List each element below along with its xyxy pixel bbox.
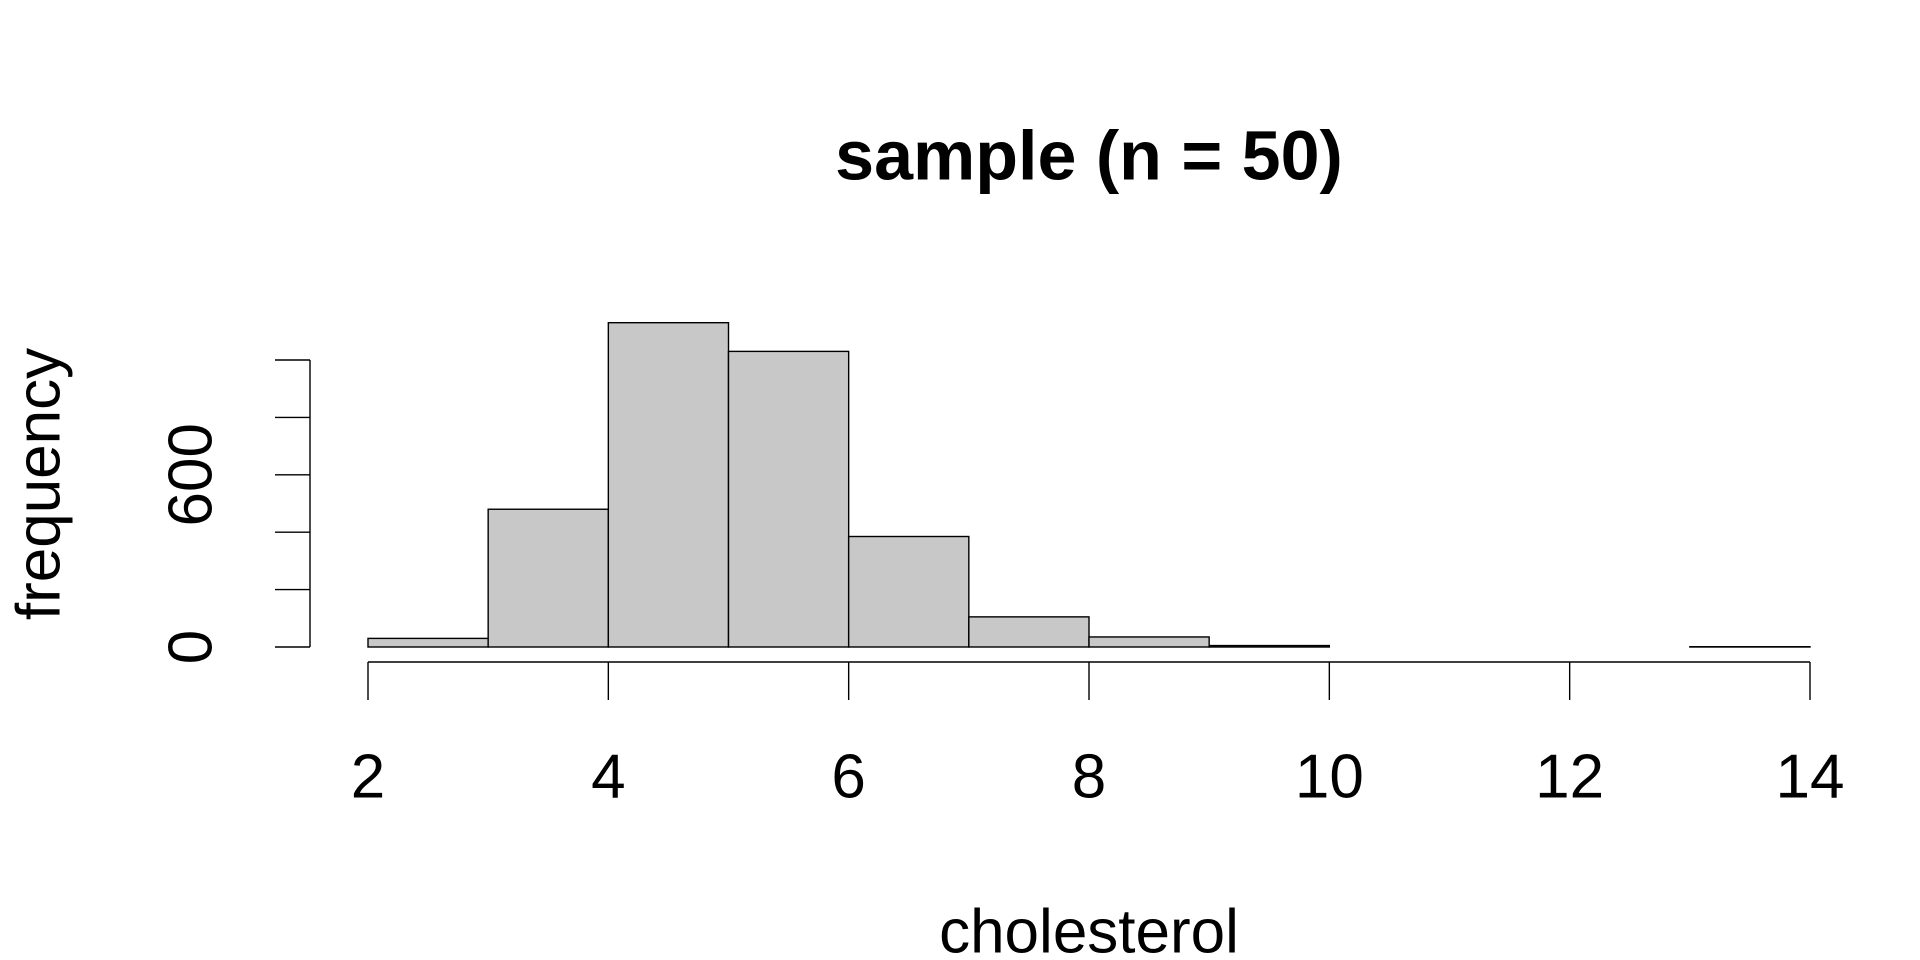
bar xyxy=(607,321,730,648)
bar xyxy=(367,637,489,648)
bar xyxy=(487,508,610,648)
x-tick-label: 8 xyxy=(1072,742,1106,811)
x-tick-label: 10 xyxy=(1295,742,1364,811)
chart-title: sample (n = 50) xyxy=(835,116,1343,194)
y-tick-label: 0 xyxy=(156,630,225,664)
bar xyxy=(1208,644,1331,648)
y-axis-label: frequency xyxy=(4,348,73,620)
x-tick-label: 6 xyxy=(831,742,865,811)
bar xyxy=(1088,636,1210,648)
x-tick-label: 14 xyxy=(1776,742,1845,811)
bar xyxy=(847,535,970,648)
bar xyxy=(968,616,1090,648)
bar xyxy=(727,350,850,648)
x-axis-label: cholesterol xyxy=(939,897,1239,960)
x-tick-label: 4 xyxy=(591,742,625,811)
y-tick-label: 600 xyxy=(156,423,225,526)
x-tick-label: 12 xyxy=(1535,742,1604,811)
x-tick-label: 2 xyxy=(351,742,385,811)
